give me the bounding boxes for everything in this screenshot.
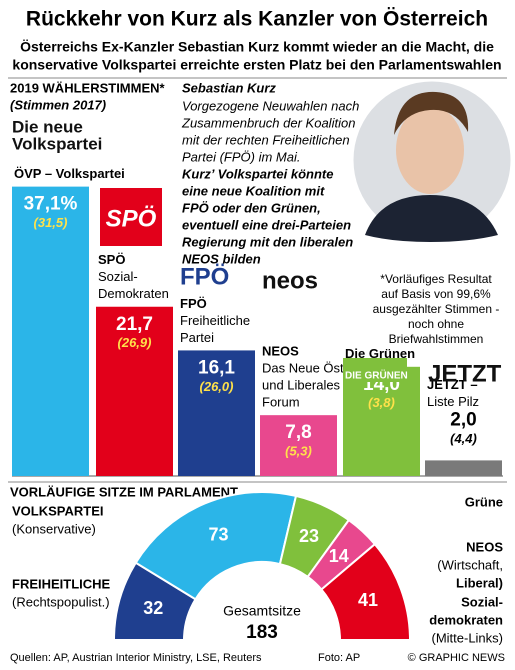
bar bbox=[425, 460, 502, 476]
footnote: ausgezählter Stimmen - bbox=[373, 302, 500, 316]
annotation-emphasis: NEOS bilden bbox=[182, 251, 261, 266]
value-label: 21,7 bbox=[116, 314, 153, 335]
annotation-emphasis: Kurz’ Volkspartei könnte bbox=[182, 166, 333, 181]
party-logo: SPÖ bbox=[106, 205, 157, 232]
footnote: Briefwahlstimmen bbox=[389, 332, 484, 346]
title: Rückkehr von Kurz als Kanzler von Österr… bbox=[26, 8, 488, 31]
value-label-2017: (4,4) bbox=[450, 431, 477, 446]
total-value: 183 bbox=[246, 622, 278, 643]
party-logo: neos bbox=[262, 267, 318, 294]
value-label-2017: (31,5) bbox=[34, 215, 68, 230]
category-label: Liste Pilz bbox=[427, 394, 479, 409]
category-label: Demokraten bbox=[98, 286, 169, 301]
annotation-emphasis: Regierung mit den liberalen bbox=[182, 234, 353, 249]
bar bbox=[260, 415, 337, 476]
category-label: FPÖ bbox=[180, 296, 207, 311]
category-label: SPÖ bbox=[98, 252, 125, 267]
total-label: Gesamtsitze bbox=[223, 603, 301, 619]
annotation-text: Partei (FPÖ) im Mai. bbox=[182, 149, 300, 164]
value-label-2017: (26,0) bbox=[200, 379, 234, 394]
party-logo: FPÖ bbox=[180, 263, 229, 290]
category-label: ÖVP – Volkspartei bbox=[14, 166, 125, 181]
bar bbox=[178, 350, 255, 476]
category-label: JETZT – bbox=[427, 377, 478, 392]
bar bbox=[96, 306, 173, 476]
category-label: Partei bbox=[180, 330, 214, 345]
seat-label: NEOS bbox=[466, 539, 503, 554]
seat-value: 41 bbox=[358, 590, 378, 610]
seat-segment bbox=[320, 542, 412, 641]
photo-credit: Foto: AP bbox=[318, 652, 360, 664]
seat-label: demokraten bbox=[429, 612, 503, 627]
seat-segment bbox=[134, 491, 298, 601]
category-label: und Liberales bbox=[262, 378, 341, 393]
seat-label: (Konservative) bbox=[12, 521, 96, 536]
seat-label: Grüne bbox=[465, 494, 503, 509]
value-label: 7,8 bbox=[285, 422, 311, 443]
annotation-emphasis: eventuell eine drei-Parteien bbox=[182, 217, 351, 232]
chart-title: 2019 WÄHLERSTIMMEN* bbox=[10, 80, 166, 95]
copyright: © GRAPHIC NEWS bbox=[408, 652, 505, 664]
category-label: Die Grünen bbox=[345, 346, 415, 361]
value-label: 16,1 bbox=[198, 357, 235, 378]
party-logo: DIE GRÜNEN bbox=[345, 369, 408, 382]
category-label: NEOS bbox=[262, 344, 299, 359]
value-label-2017: (26,9) bbox=[118, 335, 152, 350]
annotation-text: Vorgezogene Neuwahlen nach bbox=[182, 98, 359, 113]
party-logo: Die neue bbox=[12, 117, 83, 136]
seat-label: Liberal) bbox=[456, 575, 503, 590]
bar bbox=[12, 186, 89, 476]
annotation-text: Zusammenbruch der Koalition bbox=[181, 115, 355, 130]
seat-label: FREIHEITLICHE bbox=[12, 576, 111, 591]
value-label: 2,0 bbox=[450, 409, 476, 430]
logo-box bbox=[100, 188, 162, 246]
footnote: *Vorläufiges Resultat bbox=[380, 272, 492, 286]
footnote: noch ohne bbox=[408, 317, 464, 331]
seat-label: Sozial- bbox=[461, 594, 503, 609]
party-logo: JETZT bbox=[428, 360, 502, 387]
subtitle: konservative Volkspartei erreichte erste… bbox=[12, 57, 501, 73]
annotation-title: Sebastian Kurz bbox=[182, 80, 276, 95]
value-label-2017: (5,3) bbox=[285, 444, 312, 459]
seat-label: (Rechtspopulist.) bbox=[12, 594, 110, 609]
value-label-2017: (3,8) bbox=[368, 395, 395, 410]
seat-label: VOLKSPARTEI bbox=[12, 503, 104, 518]
logo-box bbox=[343, 358, 407, 382]
chart-subtitle: (Stimmen 2017) bbox=[10, 97, 106, 112]
category-label: Freiheitliche bbox=[180, 313, 250, 328]
annotation-emphasis: FPÖ oder den Grünen, bbox=[182, 200, 321, 215]
category-label: Forum bbox=[262, 395, 300, 410]
seat-value: 14 bbox=[329, 546, 349, 566]
party-logo: Volkspartei bbox=[12, 134, 102, 153]
footnote: auf Basis von 99,6% bbox=[381, 287, 491, 301]
seat-value: 23 bbox=[299, 526, 319, 546]
sources: Quellen: AP, Austrian Interior Ministry,… bbox=[10, 652, 262, 664]
seat-label: (Mitte-Links) bbox=[431, 630, 503, 645]
bar bbox=[343, 366, 420, 476]
seat-value: 73 bbox=[209, 524, 229, 544]
category-label: Sozial- bbox=[98, 269, 138, 284]
annotation-text: mit der rechten Freiheitlichen bbox=[182, 132, 350, 147]
chart-title: VORLÄUFIGE SITZE IM PARLAMENT bbox=[10, 484, 238, 499]
annotation-emphasis: eine neue Koalition mit bbox=[182, 183, 325, 198]
subtitle: Österreichs Ex-Kanzler Sebastian Kurz ko… bbox=[20, 39, 494, 55]
value-label: 37,1% bbox=[24, 194, 78, 215]
seat-value: 32 bbox=[143, 598, 163, 618]
photo bbox=[350, 78, 514, 242]
seat-label: (Wirtschaft, bbox=[437, 557, 503, 572]
